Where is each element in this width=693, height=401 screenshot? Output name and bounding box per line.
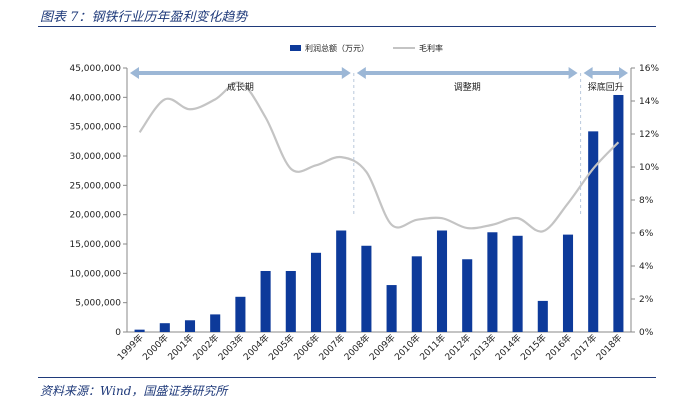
right-axis-tick-label: 10% bbox=[639, 163, 659, 173]
right-axis-tick-label: 8% bbox=[639, 196, 654, 206]
right-axis-tick-label: 14% bbox=[639, 97, 659, 107]
source-rule bbox=[38, 377, 656, 378]
phase-label: 成长期 bbox=[227, 81, 254, 93]
bar bbox=[285, 270, 296, 332]
legend-label-bar: 利润总额（万元） bbox=[305, 43, 369, 53]
x-axis-tick-label: 2016年 bbox=[543, 332, 574, 363]
x-axis-tick-label: 2010年 bbox=[392, 332, 423, 363]
bar bbox=[210, 314, 221, 332]
right-axis-tick-label: 2% bbox=[639, 295, 654, 305]
x-axis-tick-label: 2001年 bbox=[165, 332, 196, 363]
x-axis-tick-label: 2008年 bbox=[341, 332, 372, 363]
figure-title: 图表 7：钢铁行业历年盈利变化趋势 bbox=[40, 10, 248, 25]
bar bbox=[159, 323, 170, 332]
bar bbox=[512, 235, 523, 332]
bar bbox=[361, 245, 372, 332]
bar bbox=[588, 131, 599, 332]
bar bbox=[235, 296, 246, 332]
right-axis-tick-label: 16% bbox=[639, 64, 659, 74]
phase-label: 探底回升 bbox=[588, 81, 624, 93]
bar bbox=[487, 232, 498, 332]
phase-arrow-head-left bbox=[356, 67, 366, 79]
x-axis-tick-label: 2005年 bbox=[266, 332, 297, 363]
left-axis-tick-label: 25,000,000 bbox=[69, 181, 121, 191]
bar bbox=[436, 230, 448, 332]
gross-margin-line bbox=[138, 81, 620, 233]
phase-label: 调整期 bbox=[454, 81, 481, 93]
bar bbox=[184, 320, 196, 332]
title-rule bbox=[38, 26, 656, 27]
x-axis-tick-label: 2006年 bbox=[291, 332, 322, 363]
x-axis-tick-label: 2015年 bbox=[518, 332, 549, 363]
right-axis-tick-label: 6% bbox=[639, 229, 654, 239]
phase-arrow-head-left bbox=[130, 67, 139, 79]
left-axis-tick-label: 20,000,000 bbox=[69, 211, 121, 221]
right-axis-tick-label: 4% bbox=[639, 262, 654, 272]
x-axis-tick-label: 2018年 bbox=[593, 332, 624, 363]
legend-label-line: 毛利率 bbox=[419, 43, 443, 53]
bar bbox=[386, 285, 397, 332]
left-axis-tick-label: 30,000,000 bbox=[69, 152, 121, 162]
x-axis-tick-label: 2014年 bbox=[493, 332, 524, 363]
bar bbox=[310, 252, 322, 332]
x-axis-tick-label: 2003年 bbox=[215, 332, 246, 363]
x-axis-tick-label: 2011年 bbox=[417, 332, 448, 363]
left-axis-tick-label: 0 bbox=[115, 328, 121, 338]
left-axis-tick-label: 40,000,000 bbox=[69, 93, 121, 103]
legend-swatch-bar bbox=[290, 45, 301, 51]
bar bbox=[537, 300, 548, 332]
x-axis-tick-label: 2004年 bbox=[241, 332, 272, 363]
phase-arrow-head-right bbox=[568, 67, 578, 79]
right-axis-tick-label: 0% bbox=[639, 328, 654, 338]
bar bbox=[613, 94, 624, 332]
bar bbox=[462, 259, 473, 332]
left-axis-tick-label: 35,000,000 bbox=[69, 123, 121, 133]
bar bbox=[134, 329, 145, 332]
x-axis-tick-label: 2002年 bbox=[190, 332, 221, 363]
x-axis-tick-label: 2000年 bbox=[140, 332, 171, 363]
x-axis-tick-label: 2013年 bbox=[467, 332, 498, 363]
bar bbox=[562, 234, 574, 332]
x-axis-tick-label: 2012年 bbox=[442, 332, 473, 363]
phase-arrow-head-left bbox=[583, 67, 593, 79]
x-axis-tick-label: 2017年 bbox=[568, 332, 599, 363]
x-axis-tick-label: 2009年 bbox=[367, 332, 398, 363]
left-axis-tick-label: 45,000,000 bbox=[69, 64, 121, 74]
phase-arrow-head-right bbox=[619, 67, 628, 79]
left-axis-tick-label: 5,000,000 bbox=[75, 299, 121, 309]
left-axis-tick-label: 15,000,000 bbox=[69, 240, 121, 250]
bar bbox=[411, 256, 422, 332]
figure-source: 资料来源：Wind，国盛证券研究所 bbox=[40, 384, 228, 398]
bar bbox=[260, 270, 271, 332]
left-axis-tick-label: 10,000,000 bbox=[69, 269, 121, 279]
phase-arrow-head-right bbox=[341, 67, 351, 79]
right-axis-tick-label: 12% bbox=[639, 130, 659, 140]
bar bbox=[336, 230, 347, 332]
x-axis-tick-label: 2007年 bbox=[316, 332, 347, 363]
